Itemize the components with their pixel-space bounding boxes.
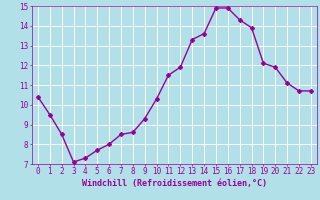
X-axis label: Windchill (Refroidissement éolien,°C): Windchill (Refroidissement éolien,°C) xyxy=(82,179,267,188)
